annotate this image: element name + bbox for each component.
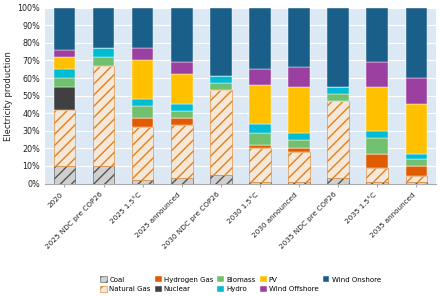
Bar [327, 87, 349, 94]
Bar [132, 8, 154, 48]
Bar [132, 118, 154, 127]
Bar [54, 8, 75, 50]
Bar [171, 75, 193, 104]
Bar [367, 8, 388, 62]
Bar [54, 78, 75, 87]
Bar [132, 99, 154, 106]
Bar [327, 94, 349, 101]
Bar [367, 138, 388, 154]
Bar [93, 48, 114, 57]
Bar [132, 60, 154, 99]
Bar [367, 131, 388, 138]
Y-axis label: Electricity production: Electricity production [4, 51, 13, 141]
Bar [171, 62, 193, 75]
Bar [288, 182, 310, 184]
Bar [171, 118, 193, 126]
Bar [249, 85, 271, 124]
Bar [54, 110, 75, 166]
Bar [288, 8, 310, 67]
Bar [171, 8, 193, 62]
Bar [327, 8, 349, 87]
Bar [171, 126, 193, 178]
Bar [249, 145, 271, 148]
Bar [327, 178, 349, 184]
Legend: Coal, Natural Gas, Hydrogen Gas, Nuclear, Biomass, Hydro, PV, Wind Offshore, Win: Coal, Natural Gas, Hydrogen Gas, Nuclear… [99, 275, 382, 294]
Bar [54, 50, 75, 57]
Bar [367, 154, 388, 168]
Bar [249, 69, 271, 85]
Bar [406, 78, 427, 104]
Bar [132, 127, 154, 180]
Bar [93, 166, 114, 184]
Bar [132, 48, 154, 60]
Bar [54, 166, 75, 184]
Bar [54, 87, 75, 110]
Bar [171, 111, 193, 118]
Bar [288, 139, 310, 148]
Bar [367, 182, 388, 184]
Bar [367, 87, 388, 131]
Bar [210, 76, 231, 83]
Bar [93, 66, 114, 166]
Bar [406, 159, 427, 166]
Bar [288, 87, 310, 133]
Bar [93, 8, 114, 48]
Bar [249, 133, 271, 145]
Bar [93, 57, 114, 66]
Bar [54, 57, 75, 69]
Bar [406, 182, 427, 184]
Bar [171, 178, 193, 184]
Bar [406, 176, 427, 182]
Bar [367, 168, 388, 182]
Bar [406, 104, 427, 154]
Bar [249, 182, 271, 184]
Bar [249, 124, 271, 133]
Bar [288, 152, 310, 182]
Bar [327, 101, 349, 178]
Bar [406, 154, 427, 159]
Bar [54, 69, 75, 78]
Bar [210, 83, 231, 90]
Bar [406, 8, 427, 78]
Bar [171, 104, 193, 111]
Bar [210, 175, 231, 184]
Bar [249, 8, 271, 69]
Bar [132, 106, 154, 118]
Bar [210, 8, 231, 76]
Bar [288, 148, 310, 152]
Bar [210, 90, 231, 175]
Bar [288, 67, 310, 87]
Bar [249, 148, 271, 182]
Bar [132, 180, 154, 184]
Bar [406, 166, 427, 176]
Bar [288, 133, 310, 139]
Bar [367, 62, 388, 87]
